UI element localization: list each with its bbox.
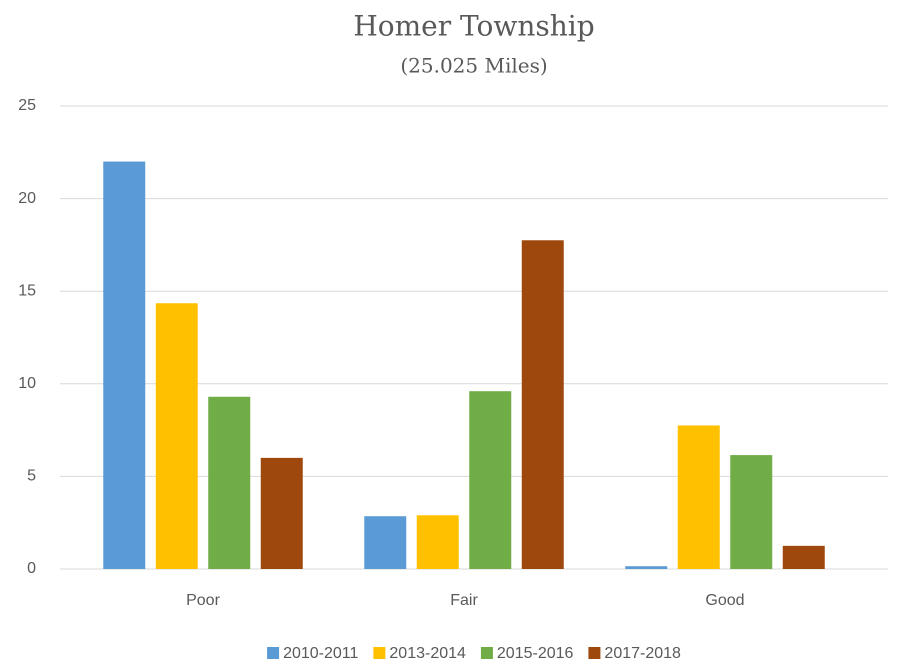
bar — [677, 425, 720, 569]
bar — [260, 457, 303, 569]
y-tick-label: 25 — [18, 97, 36, 114]
x-tick-label: Poor — [186, 592, 220, 609]
legend-label: 2017-2018 — [604, 645, 681, 662]
bar — [782, 545, 825, 569]
x-tick-label: Fair — [450, 592, 478, 609]
legend-swatch — [480, 647, 493, 659]
bar — [469, 391, 512, 569]
y-tick-label: 5 — [27, 468, 36, 485]
bar — [416, 515, 459, 569]
y-tick-label: 15 — [18, 282, 36, 299]
legend-swatch — [267, 647, 280, 659]
chart-subtitle: (25.025 Miles) — [400, 54, 547, 78]
bar — [103, 161, 146, 569]
bar — [364, 516, 407, 569]
bar — [730, 455, 773, 569]
legend-label: 2010-2011 — [283, 645, 358, 662]
chart-title: Homer Township — [353, 10, 594, 43]
y-tick-label: 20 — [18, 190, 36, 207]
bar — [155, 303, 198, 569]
y-tick-label: 10 — [18, 375, 36, 392]
legend-label: 2015-2016 — [497, 645, 574, 662]
bar — [625, 566, 668, 569]
legend-label: 2013-2014 — [389, 645, 466, 662]
legend-swatch — [588, 647, 601, 659]
y-tick-label: 0 — [27, 560, 36, 577]
bar — [521, 240, 564, 569]
x-tick-label: Good — [705, 592, 744, 609]
bar — [208, 396, 251, 569]
legend-swatch — [373, 647, 386, 659]
